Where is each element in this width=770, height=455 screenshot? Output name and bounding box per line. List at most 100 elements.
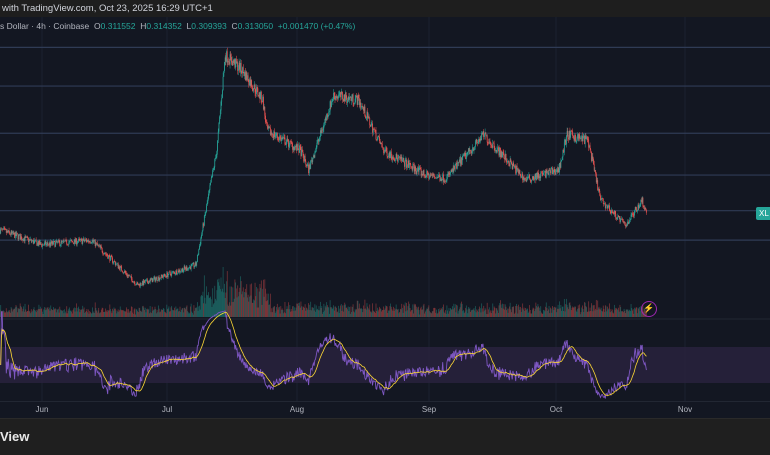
candle bbox=[257, 88, 259, 96]
volume-bar bbox=[291, 311, 293, 317]
candle bbox=[279, 136, 281, 138]
candle bbox=[361, 106, 363, 107]
volume-bar bbox=[391, 309, 393, 317]
candle bbox=[145, 280, 147, 281]
volume-bar bbox=[386, 306, 388, 317]
candle bbox=[193, 263, 195, 268]
candle bbox=[176, 273, 178, 275]
volume-bar bbox=[103, 311, 105, 317]
candle bbox=[244, 71, 246, 80]
volume-bar bbox=[111, 313, 113, 317]
lightning-alert-icon[interactable]: ⚡ bbox=[641, 301, 657, 317]
candle bbox=[308, 164, 309, 174]
candle bbox=[162, 276, 164, 278]
candle bbox=[523, 176, 525, 181]
volume-bar bbox=[121, 310, 123, 317]
candle bbox=[422, 173, 423, 176]
volume-bar bbox=[570, 305, 571, 317]
volume-bar bbox=[156, 309, 158, 317]
volume-bar bbox=[364, 299, 366, 317]
candle bbox=[69, 240, 70, 243]
candle bbox=[246, 72, 248, 80]
volume-bar bbox=[522, 303, 524, 317]
volume-bar bbox=[640, 306, 642, 317]
candle bbox=[567, 131, 569, 138]
candle bbox=[183, 266, 185, 270]
candle bbox=[158, 276, 160, 281]
candle bbox=[231, 57, 232, 63]
volume-bar bbox=[282, 309, 284, 317]
candle bbox=[78, 238, 79, 242]
volume-bar bbox=[105, 310, 107, 317]
candle bbox=[467, 152, 469, 153]
volume-bar bbox=[122, 310, 124, 317]
volume-bar bbox=[452, 309, 454, 317]
volume-bar bbox=[438, 309, 439, 317]
volume-bar bbox=[376, 307, 378, 317]
volume-bar bbox=[33, 307, 35, 317]
candle bbox=[149, 279, 151, 283]
candle bbox=[107, 255, 109, 259]
candle bbox=[607, 207, 609, 209]
candle bbox=[459, 159, 461, 164]
volume-bar bbox=[614, 309, 616, 317]
volume-bar bbox=[529, 310, 531, 317]
x-tick: Sep bbox=[421, 405, 437, 414]
candle bbox=[242, 67, 243, 74]
candle bbox=[395, 159, 396, 161]
candle bbox=[431, 174, 432, 176]
candle bbox=[625, 225, 627, 227]
volume-bar bbox=[537, 304, 539, 317]
candle bbox=[488, 141, 490, 144]
volume-bar bbox=[551, 312, 553, 317]
candle bbox=[293, 146, 295, 151]
volume-bar bbox=[620, 311, 622, 317]
change-value: +0.001470 (+0.47%) bbox=[277, 21, 356, 31]
volume-bar bbox=[61, 310, 63, 317]
candle bbox=[356, 95, 357, 97]
candle bbox=[507, 161, 509, 162]
candle bbox=[615, 213, 617, 219]
candle bbox=[134, 282, 136, 285]
volume-bar bbox=[475, 312, 477, 317]
candle bbox=[167, 274, 169, 278]
candle bbox=[50, 241, 52, 246]
volume-bar bbox=[46, 307, 48, 317]
volume-bar bbox=[619, 304, 621, 317]
volume-bar bbox=[134, 308, 136, 317]
candle bbox=[258, 95, 259, 97]
volume-bar bbox=[511, 307, 513, 317]
candle bbox=[39, 240, 41, 245]
volume-bar bbox=[335, 307, 337, 317]
volume-bar bbox=[487, 314, 489, 317]
volume-bar bbox=[69, 307, 70, 317]
candle bbox=[175, 270, 177, 274]
price-chart[interactable] bbox=[0, 17, 770, 401]
volume-bar bbox=[422, 309, 423, 317]
candle bbox=[541, 172, 542, 174]
candle bbox=[563, 142, 565, 153]
volume-bar bbox=[262, 288, 264, 317]
candle bbox=[423, 170, 425, 176]
candle bbox=[540, 172, 542, 178]
time-axis[interactable]: Jun Jul Aug Sep Oct Nov bbox=[0, 401, 770, 418]
volume-bar bbox=[415, 306, 417, 317]
candle bbox=[478, 138, 480, 142]
volume-bar bbox=[239, 287, 241, 317]
volume-bar bbox=[124, 311, 125, 317]
volume-bar bbox=[363, 308, 365, 317]
volume-bar bbox=[461, 301, 462, 317]
volume-bar bbox=[458, 310, 460, 317]
candle bbox=[73, 239, 75, 245]
candle bbox=[429, 175, 431, 177]
candle bbox=[598, 188, 600, 191]
candle bbox=[445, 181, 446, 182]
volume-bar bbox=[639, 307, 640, 317]
volume-bar bbox=[522, 309, 524, 317]
candle bbox=[167, 272, 168, 278]
x-tick: Oct bbox=[549, 405, 563, 414]
candle bbox=[305, 161, 307, 165]
volume-bar bbox=[235, 288, 237, 317]
candle bbox=[16, 233, 18, 235]
candle bbox=[547, 172, 549, 175]
